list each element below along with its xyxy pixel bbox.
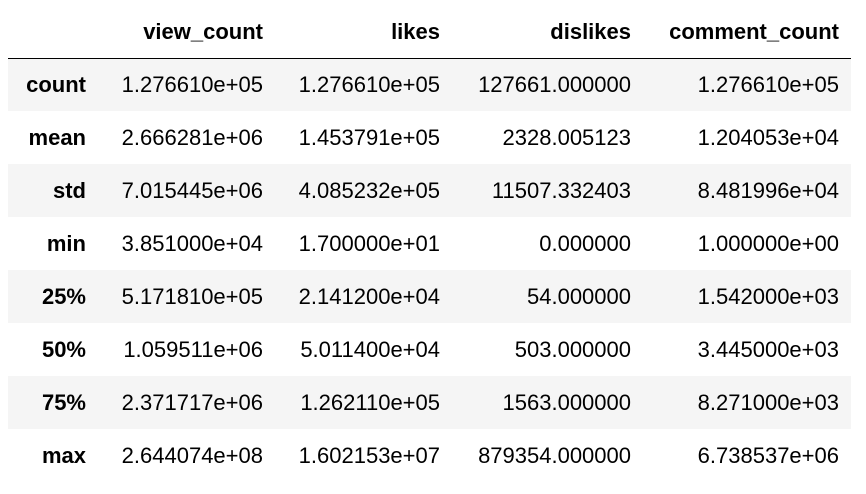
table-row: count 1.276610e+05 1.276610e+05 127661.0… [8, 58, 851, 111]
row-label: 75% [41, 389, 86, 415]
table-row: std 7.015445e+06 4.085232e+05 11507.3324… [8, 164, 851, 217]
table-row: mean 2.666281e+06 1.453791e+05 2328.0051… [8, 111, 851, 164]
table-row: min 3.851000e+04 1.700000e+01 0.000000 1… [8, 217, 851, 270]
table-cell: 1.204053e+04 [697, 124, 839, 150]
table-cell: 0.000000 [539, 230, 631, 256]
table-cell: 2.371717e+06 [121, 389, 263, 415]
table-cell: 1.000000e+00 [697, 230, 839, 256]
table-cell: 54.000000 [527, 283, 631, 309]
table-cell: 7.015445e+06 [121, 177, 263, 203]
column-header-likes: likes [391, 18, 440, 44]
table-cell: 1.059511e+06 [123, 336, 263, 362]
row-label: 25% [41, 283, 86, 309]
table-row: 75% 2.371717e+06 1.262110e+05 1563.00000… [8, 376, 851, 429]
table-cell: 4.085232e+05 [298, 177, 440, 203]
table-cell: 1.276610e+05 [697, 71, 839, 97]
table-row: 50% 1.059511e+06 5.011400e+04 503.000000… [8, 323, 851, 376]
table-cell: 8.481996e+04 [697, 177, 839, 203]
table-cell: 2.141200e+04 [298, 283, 440, 309]
table-cell: 1.542000e+03 [697, 283, 839, 309]
table-cell: 2.644074e+08 [121, 442, 263, 468]
table-cell: 1.453791e+05 [298, 124, 440, 150]
table-cell: 5.011400e+04 [300, 336, 440, 362]
dataframe-container: view_count likes dislikes comment_count … [8, 6, 851, 482]
table-cell: 3.851000e+04 [121, 230, 263, 256]
table-cell: 6.738537e+06 [697, 442, 839, 468]
row-label: std [53, 177, 86, 203]
table-cell: 127661.000000 [478, 71, 631, 97]
table-cell: 2.666281e+06 [121, 124, 263, 150]
index-header [8, 6, 98, 58]
table-cell: 503.000000 [514, 336, 631, 362]
column-header-comment-count: comment_count [669, 18, 839, 44]
table-cell: 1.700000e+01 [298, 230, 440, 256]
table-cell: 1.262110e+05 [300, 389, 440, 415]
describe-table: view_count likes dislikes comment_count … [8, 6, 851, 482]
table-header: view_count likes dislikes comment_count [8, 6, 851, 58]
table-cell: 11507.332403 [491, 177, 631, 203]
table-cell: 5.171810e+05 [121, 283, 263, 309]
table-cell: 879354.000000 [478, 442, 631, 468]
table-cell: 1.276610e+05 [298, 71, 440, 97]
row-label: 50% [41, 336, 86, 362]
table-cell: 1563.000000 [502, 389, 631, 415]
table-cell: 2328.005123 [502, 124, 631, 150]
header-row: view_count likes dislikes comment_count [8, 6, 851, 58]
table-row: max 2.644074e+08 1.602153e+07 879354.000… [8, 429, 851, 482]
row-label: min [46, 230, 86, 256]
table-cell: 3.445000e+03 [697, 336, 839, 362]
row-label: mean [28, 124, 86, 150]
table-cell: 8.271000e+03 [697, 389, 839, 415]
table-cell: 1.602153e+07 [298, 442, 440, 468]
column-header-dislikes: dislikes [550, 18, 631, 44]
row-label: count [26, 71, 86, 97]
table-cell: 1.276610e+05 [121, 71, 263, 97]
table-body: count 1.276610e+05 1.276610e+05 127661.0… [8, 58, 851, 482]
table-row: 25% 5.171810e+05 2.141200e+04 54.000000 … [8, 270, 851, 323]
row-label: max [41, 442, 86, 468]
column-header-view-count: view_count [143, 18, 263, 44]
